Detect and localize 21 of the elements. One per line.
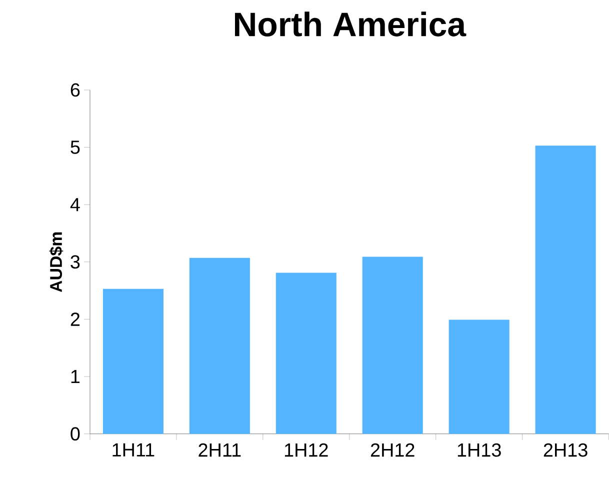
bar (362, 256, 423, 434)
bar (448, 320, 510, 434)
x-tick-label: 1H12 (284, 443, 328, 457)
y-tick-label: 0 (70, 427, 80, 441)
y-tick-label: 1 (71, 370, 80, 384)
x-tick-label: 2H13 (544, 443, 588, 457)
y-axis-title: AUD$m (49, 232, 64, 292)
y-tick-label: 2 (70, 312, 80, 326)
bar (276, 272, 336, 434)
y-tick-label: 6 (70, 83, 80, 97)
x-tick-label: 2H11 (198, 443, 241, 457)
y-tick-label: 5 (70, 140, 80, 154)
x-tick-label: 1H13 (458, 443, 501, 457)
y-tick-label: 4 (70, 198, 80, 212)
bar (189, 258, 250, 434)
y-tick-label: 3 (70, 255, 80, 269)
x-tick-label: 2H12 (370, 443, 414, 457)
bar (102, 288, 164, 434)
x-tick-label: 1H11 (112, 443, 154, 456)
bar (535, 146, 596, 434)
chart-title: North America (234, 12, 466, 37)
